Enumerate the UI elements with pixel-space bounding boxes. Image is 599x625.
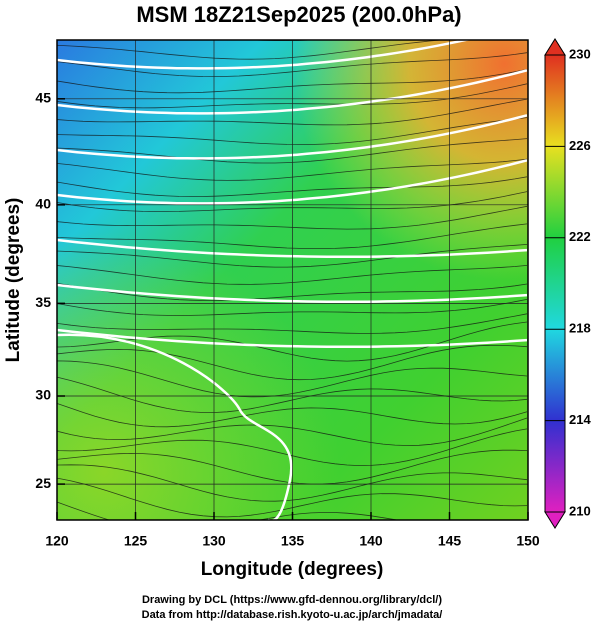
streamline xyxy=(57,244,528,268)
colorbar-tick-label: 214 xyxy=(569,412,591,427)
streamline xyxy=(57,501,399,520)
streamline xyxy=(57,223,528,249)
x-tick-label: 130 xyxy=(202,533,226,549)
y-tick-label: 30 xyxy=(35,387,51,403)
y-axis-label: Latitude (degrees) xyxy=(3,198,24,363)
streamline xyxy=(57,344,528,381)
colorbar-tick-label: 218 xyxy=(569,321,591,336)
streamline xyxy=(57,52,528,78)
plot-frame xyxy=(56,39,529,521)
y-tick-label: 40 xyxy=(35,196,51,212)
x-tick-label: 145 xyxy=(438,533,462,549)
streamline xyxy=(57,321,528,362)
streamline xyxy=(57,360,528,398)
streamline xyxy=(57,464,528,502)
colorbar-tick-label: 222 xyxy=(569,229,591,244)
colorbar-tick-label: 226 xyxy=(569,138,591,153)
x-tick-label: 135 xyxy=(281,533,305,549)
streamline xyxy=(57,299,528,316)
x-tick-label: 150 xyxy=(516,533,540,549)
streamline xyxy=(57,313,528,334)
y-tick-label: 25 xyxy=(35,475,51,491)
streamline xyxy=(57,69,528,94)
x-tick-label: 125 xyxy=(124,533,148,549)
streamline xyxy=(57,449,528,485)
streamline xyxy=(57,428,528,467)
x-axis-label: Longitude (degrees) xyxy=(201,559,384,580)
streamline xyxy=(57,265,528,285)
streamline xyxy=(57,176,528,197)
y-tick-label: 45 xyxy=(35,90,51,106)
colorbar-tick-label: 230 xyxy=(569,46,591,61)
colorbar-tick-label: 210 xyxy=(569,503,591,518)
height-contour xyxy=(57,333,293,520)
streamline xyxy=(57,477,528,518)
colorbar-extend xyxy=(544,38,566,56)
title: MSM 18Z21Sep2025 (200.0hPa) xyxy=(136,2,461,27)
x-tick-label: 120 xyxy=(45,533,69,549)
streamline xyxy=(57,417,528,446)
streamline xyxy=(57,98,528,126)
streamline xyxy=(57,158,528,181)
streamline xyxy=(57,40,446,60)
streamline xyxy=(57,117,528,145)
streamline xyxy=(57,402,528,428)
colorbar xyxy=(544,54,566,513)
y-tick-label: 35 xyxy=(35,294,51,310)
streamline xyxy=(57,282,528,301)
colorbar-extend xyxy=(544,511,566,529)
credit: Drawing by DCL (https://www.gfd-dennou.o… xyxy=(142,594,442,606)
streamline xyxy=(57,138,528,164)
streamline xyxy=(57,205,528,230)
credit: Data from http://database.rish.kyoto-u.a… xyxy=(142,609,443,621)
map-field xyxy=(57,40,528,520)
x-tick-label: 140 xyxy=(359,533,383,549)
